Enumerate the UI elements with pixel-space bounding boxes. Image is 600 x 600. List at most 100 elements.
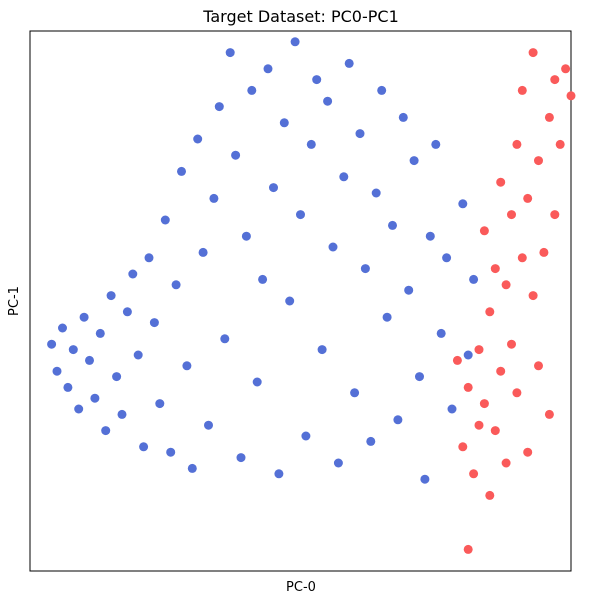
scatter-point-series-0 (225, 48, 235, 58)
x-axis-label: PC-0 (286, 580, 316, 595)
scatter-point-series-0 (214, 102, 224, 112)
scatter-point-series-1 (512, 388, 522, 398)
scatter-point-series-0 (101, 426, 111, 436)
scatter-point-series-0 (425, 231, 435, 241)
scatter-point-series-0 (458, 199, 468, 209)
scatter-point-series-1 (512, 139, 522, 149)
scatter-point-series-1 (507, 339, 516, 349)
scatter-point-series-0 (296, 210, 305, 220)
scatter-point-series-1 (490, 264, 500, 274)
scatter-point-series-1 (458, 442, 468, 452)
scatter-point-series-1 (561, 64, 571, 74)
scatter-point-series-1 (463, 544, 473, 554)
scatter-point-series-1 (501, 280, 511, 290)
scatter-point-series-0 (469, 274, 479, 284)
chart-title: Target Dataset: PC0-PC1 (202, 7, 399, 26)
scatter-point-series-0 (274, 469, 284, 479)
scatter-point-series-0 (117, 409, 127, 419)
scatter-point-series-0 (463, 350, 473, 360)
scatter-point-series-0 (436, 328, 446, 338)
scatter-point-series-0 (312, 75, 322, 85)
scatter-point-series-1 (485, 307, 495, 317)
scatter-point-series-0 (306, 139, 316, 149)
scatter-point-series-0 (285, 296, 295, 306)
scatter-point-series-1 (474, 420, 484, 430)
scatter-point-series-0 (220, 334, 230, 344)
scatter-point-series-1 (544, 409, 554, 419)
scatter-point-series-0 (209, 193, 219, 203)
scatter-point-series-1 (550, 210, 560, 220)
scatter-point-series-0 (355, 129, 365, 139)
scatter-point-series-0 (323, 96, 333, 106)
scatter-point-series-0 (382, 312, 392, 322)
scatter-point-series-0 (63, 382, 73, 392)
scatter-point-series-0 (241, 231, 251, 241)
scatter-point-series-0 (90, 393, 100, 403)
scatter-point-series-0 (344, 58, 354, 68)
scatter-point-series-0 (182, 361, 192, 371)
scatter-point-series-0 (68, 345, 78, 355)
scatter-point-series-1 (474, 345, 484, 355)
scatter-point-series-1 (452, 355, 462, 365)
scatter-point-series-1 (479, 399, 489, 409)
scatter-point-series-0 (204, 420, 213, 430)
scatter-point-series-0 (328, 242, 338, 252)
scatter-point-series-0 (339, 172, 349, 182)
scatter-point-series-1 (550, 75, 560, 85)
scatter-point-series-0 (388, 220, 397, 230)
scatter-point-series-0 (360, 264, 370, 274)
scatter-point-series-0 (279, 118, 289, 128)
scatter-point-series-0 (128, 269, 138, 279)
scatter-point-series-1 (496, 177, 506, 187)
scatter-point-series-0 (350, 388, 360, 398)
scatter-point-series-0 (106, 291, 116, 301)
scatter-point-series-0 (447, 404, 457, 414)
scatter-point-series-0 (431, 139, 441, 149)
scatter-point-series-1 (517, 253, 527, 263)
scatter-point-series-0 (366, 436, 376, 446)
scatter-point-series-0 (409, 156, 419, 166)
scatter-point-series-1 (517, 85, 527, 95)
scatter-point-series-1 (528, 48, 538, 58)
scatter-point-series-1 (490, 426, 500, 436)
scatter-point-series-0 (236, 453, 246, 463)
scatter-point-series-0 (263, 64, 273, 74)
scatter-point-series-0 (258, 274, 268, 284)
scatter-point-series-1 (534, 361, 543, 371)
scatter-point-series-0 (52, 366, 62, 376)
scatter-point-series-0 (420, 474, 430, 484)
scatter-point-series-0 (95, 328, 105, 338)
scatter-point-series-0 (79, 312, 89, 322)
scatter-point-series-1 (479, 226, 489, 236)
scatter-point-series-0 (398, 112, 408, 122)
scatter-point-series-1 (496, 366, 506, 376)
scatter-point-series-0 (252, 377, 262, 387)
scatter-point-series-1 (485, 490, 495, 500)
scatter-point-series-0 (47, 339, 57, 349)
scatter-point-series-1 (469, 469, 479, 479)
scatter-point-series-1 (539, 247, 549, 257)
scatter-point-series-0 (247, 85, 257, 95)
scatter-point-series-0 (166, 447, 176, 457)
scatter-point-series-0 (377, 85, 387, 95)
scatter-point-series-0 (269, 183, 278, 193)
scatter-point-series-0 (133, 350, 143, 360)
scatter-point-series-0 (301, 431, 311, 441)
scatter-point-series-0 (74, 404, 84, 414)
scatter-point-series-0 (122, 307, 132, 317)
scatter-point-series-0 (404, 285, 414, 295)
scatter-point-series-0 (58, 323, 67, 333)
scatter-point-series-1 (555, 139, 565, 149)
scatter-point-series-1 (523, 447, 533, 457)
scatter-point-series-1 (528, 291, 538, 301)
scatter-point-series-0 (171, 280, 181, 290)
scatter-point-series-0 (415, 372, 424, 382)
scatter-point-series-0 (144, 253, 154, 263)
y-axis-label: PC-1 (7, 286, 22, 316)
scatter-point-series-0 (393, 415, 403, 425)
scatter-point-series-0 (187, 463, 197, 473)
scatter-point-series-0 (155, 399, 165, 409)
scatter-point-series-1 (463, 382, 473, 392)
scatter-point-series-0 (177, 166, 186, 176)
